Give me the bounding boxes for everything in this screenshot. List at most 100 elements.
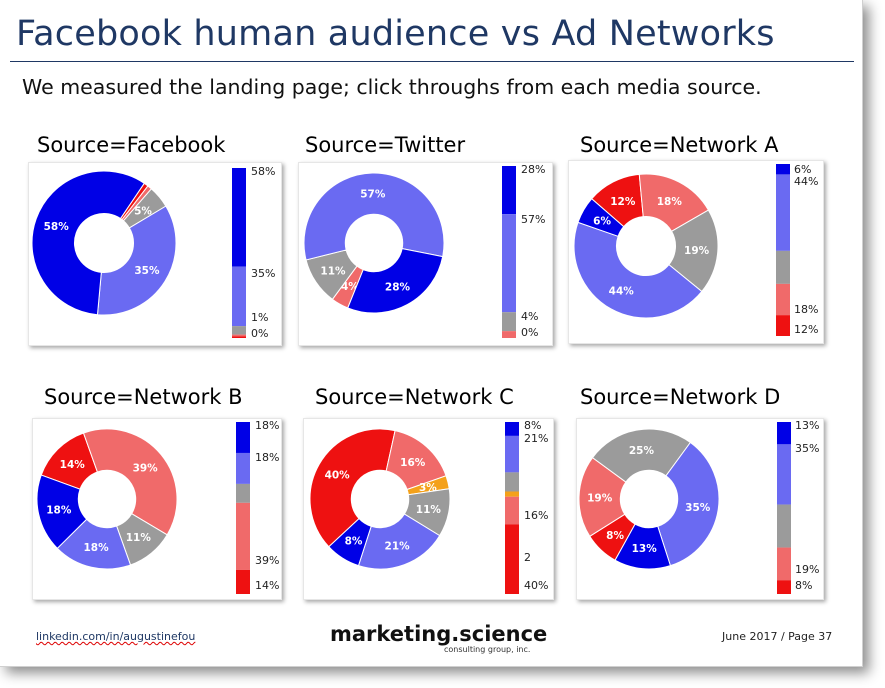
pie-slice xyxy=(309,428,396,548)
bar-label: 44% xyxy=(794,175,818,188)
pie-slice xyxy=(614,523,672,570)
bar-label: 18% xyxy=(255,451,279,464)
chart-title-network-a: Source=Network A xyxy=(580,133,779,157)
chart-panel-network-b: 14% 39% 11% 18% 18% 18% 18% 39% 14% xyxy=(32,418,282,600)
date-page: June 2017 / Page 37 xyxy=(722,630,833,643)
bar-segment xyxy=(777,504,791,548)
pie-slice xyxy=(328,517,372,567)
bar-label: 8% xyxy=(795,579,812,592)
bar-segment xyxy=(777,580,791,594)
chart-panel-network-d: 8% 19% 25% 35% 13% 13% 35% 19% 8% xyxy=(576,418,824,600)
bar-segment xyxy=(232,334,246,337)
bar-label: 1% xyxy=(251,311,268,324)
bar-label: 40% xyxy=(524,579,548,592)
bar-label: 28% xyxy=(521,163,545,176)
bar-segment xyxy=(232,168,246,267)
chart-svg: 5% 35% 58% 58% 35% 1% 0% xyxy=(31,165,275,340)
chart-svg: 4%11%57%28%28%57%4%0% xyxy=(303,163,545,339)
pie-slice xyxy=(303,172,445,261)
slide-title: Facebook human audience vs Ad Networks xyxy=(16,14,775,54)
pie-slice xyxy=(657,441,720,567)
chart-title-facebook: Source=Facebook xyxy=(37,133,226,157)
bar-label: 58% xyxy=(251,165,275,178)
bar-label: 18% xyxy=(794,303,818,316)
bar-segment xyxy=(236,452,250,484)
slice-label: 11% xyxy=(320,265,346,277)
slice-label: 35% xyxy=(685,502,711,514)
bar-segment xyxy=(505,524,519,594)
bar-segment xyxy=(776,283,790,316)
chart-panel-network-c: 40% 16% 3% 11% 21% 8% 8% 21% 16% 2 40% xyxy=(303,418,554,600)
pie-slice xyxy=(668,209,719,293)
chart-panel-network-a: 12% 18% 19% 44% 6% 6% 44% 18% 12% xyxy=(568,160,824,344)
pie-slice xyxy=(573,221,703,319)
slide-subtitle: We measured the landing page; click thro… xyxy=(22,75,762,99)
bar-segment xyxy=(776,164,790,175)
bar-segment xyxy=(505,491,519,497)
bar-segment xyxy=(236,502,250,570)
chart-title-network-c: Source=Network C xyxy=(315,385,514,409)
bar-label: 19% xyxy=(795,563,819,576)
slice-label: 28% xyxy=(385,281,411,293)
slice-label: 11% xyxy=(126,532,152,544)
slice-label: 8% xyxy=(345,536,363,548)
chart-panel-facebook: 5% 35% 58% 58% 35% 1% 0% xyxy=(28,162,282,346)
slice-label: 12% xyxy=(610,196,636,208)
pie-slice xyxy=(96,205,177,316)
slice-label: 19% xyxy=(587,492,613,504)
bar-segment xyxy=(236,569,250,594)
slice-label: 44% xyxy=(609,285,635,297)
brand-logo: marketing.science xyxy=(330,622,548,646)
slice-label: 40% xyxy=(325,470,351,482)
bar-segment xyxy=(236,483,250,503)
chart-svg: 40%16%3%11%21%8%8%21%16%240% xyxy=(309,419,548,594)
chart-svg: 14% 39% 11% 18% 18% 18% 18% 39% 14% xyxy=(36,419,279,594)
chart-panel-twitter: 4% 11% 57% 28% 28% 57% 4% 0% xyxy=(298,162,553,346)
bar-segment xyxy=(502,214,516,313)
bar-segment xyxy=(502,312,516,332)
slice-label: 25% xyxy=(629,445,655,457)
slide: Facebook human audience vs Ad Networks W… xyxy=(0,0,863,667)
bar-segment xyxy=(232,336,246,338)
bar-label: 18% xyxy=(255,419,279,432)
slice-label: 14% xyxy=(60,459,86,471)
bar-segment xyxy=(236,422,250,453)
slice-label: 57% xyxy=(360,189,386,201)
slice-label: 39% xyxy=(133,463,159,475)
bar-label: 13% xyxy=(795,419,819,432)
bar-segment xyxy=(505,435,519,473)
slice-label: 21% xyxy=(385,540,411,552)
bar-label: 35% xyxy=(251,267,275,280)
bar-label: 39% xyxy=(255,554,279,567)
pie-slice xyxy=(591,428,692,483)
chart-title-network-d: Source=Network D xyxy=(580,385,781,409)
slice-label: 6% xyxy=(593,216,611,228)
slice-label: 11% xyxy=(416,504,442,516)
bar-label: 6% xyxy=(794,163,811,176)
bar-label: 14% xyxy=(255,579,279,592)
bar-segment xyxy=(776,315,790,336)
slice-label: 18% xyxy=(657,196,683,208)
slice-label: 8% xyxy=(606,530,624,542)
bar-segment xyxy=(505,422,519,436)
chart-svg: 8% 19% 25% 35% 13% 13% 35% 19% 8% xyxy=(578,419,819,594)
linkedin-link[interactable]: linkedin.com/in/augustinefou xyxy=(36,630,196,643)
chart-title-network-b: Source=Network B xyxy=(44,385,243,409)
slice-label: 35% xyxy=(134,265,160,277)
bar-segment xyxy=(502,331,516,338)
bar-label: 12% xyxy=(794,323,818,336)
bar-segment xyxy=(502,166,516,215)
slice-label: 18% xyxy=(46,505,72,517)
chart-title-twitter: Source=Twitter xyxy=(305,133,466,157)
bar-label: 0% xyxy=(521,326,538,339)
pie-slice xyxy=(347,247,444,314)
pie-slice xyxy=(36,474,88,550)
bar-label: 0% xyxy=(251,327,268,340)
bar-label: 16% xyxy=(524,509,548,522)
bar-label: 21% xyxy=(524,432,548,445)
slice-label: 16% xyxy=(400,457,426,469)
bar-label: 4% xyxy=(521,310,538,323)
bar-label: 2 xyxy=(524,551,531,564)
brand-subtitle: consulting group, inc. xyxy=(444,645,531,654)
pie-slice xyxy=(31,170,145,316)
